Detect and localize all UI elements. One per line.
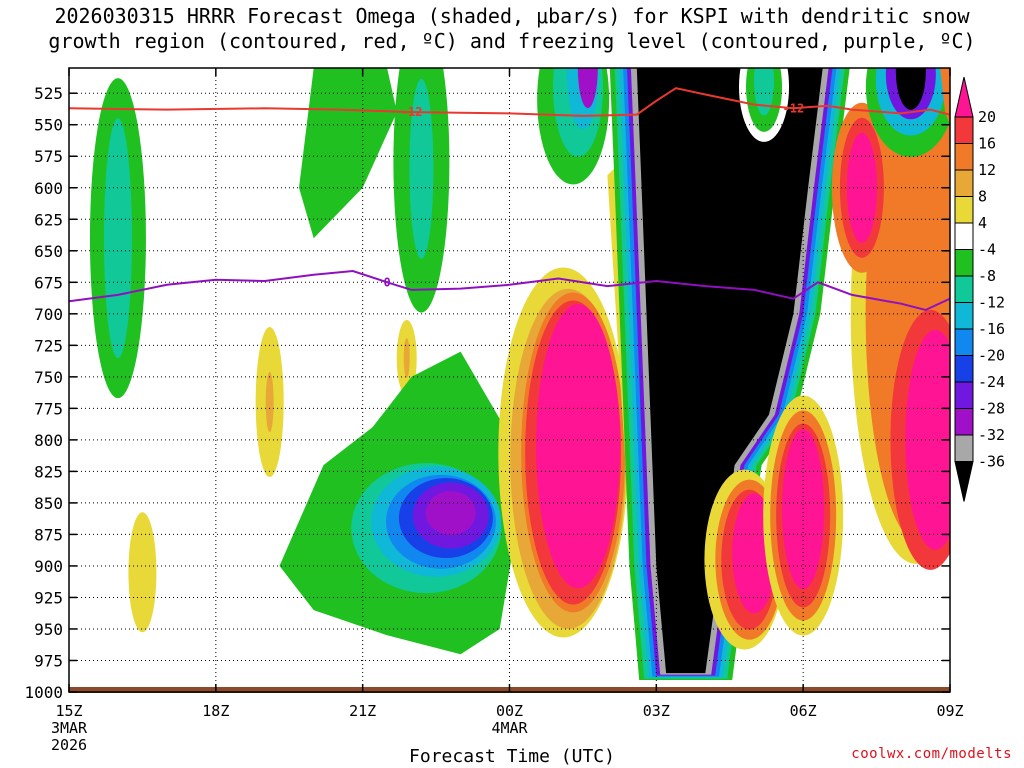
omega-shade	[128, 512, 157, 633]
colorbar-swatch	[954, 408, 974, 436]
omega-shade	[403, 337, 410, 378]
contour-label: 0	[384, 275, 391, 289]
y-tick-label: 700	[34, 305, 63, 324]
colorbar-swatch	[954, 275, 974, 303]
x-tick-label: 09Z	[936, 702, 963, 720]
omega-shade	[425, 490, 476, 535]
y-tick-label: 825	[34, 462, 63, 481]
omega-shade	[636, 68, 823, 674]
omega-shading	[89, 68, 950, 680]
contour-line	[69, 87, 950, 117]
omega-shade	[895, 68, 926, 110]
colorbar-swatch	[954, 381, 974, 409]
x-tick-label: 21Z	[349, 702, 376, 720]
omega-shade	[754, 68, 775, 116]
colorbar-swatch	[954, 328, 974, 356]
colorbar-swatch	[954, 461, 974, 502]
y-tick-label: 875	[34, 525, 63, 544]
colorbar-swatch	[954, 249, 974, 277]
colorbar-label: -8	[978, 267, 996, 285]
colorbar-label: 8	[978, 188, 987, 206]
source-credit: coolwx.com/modelts	[851, 746, 1012, 762]
x-tick-label: 15Z	[55, 702, 82, 720]
colorbar-swatch	[954, 302, 974, 330]
y-tick-label: 750	[34, 368, 63, 387]
y-tick-label: 775	[34, 399, 63, 418]
colorbar-label: -16	[978, 320, 1005, 338]
omega-shade	[905, 329, 950, 550]
omega-shade	[103, 118, 132, 359]
y-tick-label: 675	[34, 273, 63, 292]
colorbar-label: -32	[978, 426, 1005, 444]
grid-lines	[69, 68, 950, 692]
omega-shade	[577, 68, 598, 108]
x-tick-label: 18Z	[202, 702, 229, 720]
y-tick-label: 800	[34, 431, 63, 450]
colorbar-label: 20	[978, 108, 996, 126]
contour-line	[69, 269, 950, 312]
colorbar-swatch	[954, 169, 974, 197]
colorbar-label: -36	[978, 453, 1005, 471]
y-tick-label: 650	[34, 242, 63, 261]
colorbar-swatch	[954, 143, 974, 171]
x-axis-label: Forecast Time (UTC)	[409, 746, 615, 767]
x-tick-label: 00Z	[496, 702, 523, 720]
y-tick-label: 525	[34, 84, 63, 103]
colorbar-swatch	[954, 355, 974, 383]
colorbar-swatch	[954, 434, 974, 462]
y-tick-label: 575	[34, 147, 63, 166]
y-tick-label: 550	[34, 116, 63, 135]
omega-shade	[265, 372, 274, 433]
colorbar-label: -24	[978, 373, 1005, 391]
colorbar-label: 16	[978, 135, 996, 153]
omega-shade	[409, 78, 434, 259]
y-tick-label: 850	[34, 494, 63, 513]
x-tick-sublabel: 2026	[51, 736, 87, 754]
colorbar-label: -28	[978, 400, 1005, 418]
y-tick-label: 900	[34, 557, 63, 576]
colorbar-swatch	[954, 196, 974, 224]
y-tick-label: 600	[34, 179, 63, 198]
colorbar-swatch	[954, 76, 974, 118]
title-block: 2026030315 HRRR Forecast Omega (shaded, …	[0, 4, 1024, 54]
colorbar-swatch	[954, 222, 974, 250]
omega-shade	[782, 429, 825, 590]
colorbar-swatch	[954, 116, 974, 144]
x-tick-sublabel: 3MAR	[51, 719, 88, 737]
y-axis: 525 550 575 600 625 650 675 700 725 750 775 800 825 8…	[24, 84, 950, 702]
chart-title-line-2: growth region (contoured, red, ºC) and f…	[48, 29, 976, 53]
contour-label: -12	[401, 105, 423, 119]
colorbar-label: 4	[978, 214, 987, 232]
x-tick-sublabel: 4MAR	[491, 719, 528, 737]
y-tick-label: 950	[34, 620, 63, 639]
contour-label: -12	[783, 101, 805, 115]
colorbar-label: 12	[978, 161, 996, 179]
contour-layer: -12 -12 0	[69, 87, 950, 312]
x-tick-label: 06Z	[790, 702, 817, 720]
colorbar-label: -20	[978, 347, 1005, 365]
x-tick-label: 03Z	[643, 702, 670, 720]
y-tick-label: 725	[34, 336, 63, 355]
omega-shade	[940, 68, 950, 125]
chart-title-line-1: 2026030315 HRRR Forecast Omega (shaded, …	[54, 4, 970, 28]
omega-shade	[536, 304, 621, 589]
y-tick-label: 625	[34, 210, 63, 229]
y-tick-label: 1000	[24, 683, 63, 702]
y-tick-label: 975	[34, 651, 63, 670]
colorbar-label: -12	[978, 294, 1005, 312]
colorbar: 20 16 12 8 4 -4 -8 -12 -16 -20 -24 -28 -32 -36	[954, 76, 1005, 502]
y-tick-label: 925	[34, 588, 63, 607]
colorbar-label: -4	[978, 241, 996, 259]
